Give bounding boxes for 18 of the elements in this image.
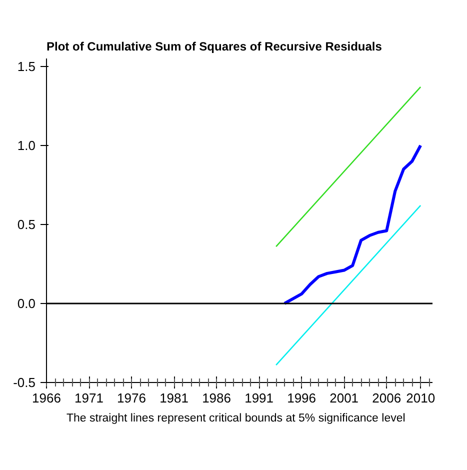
y-tick-label: 0.5: [17, 216, 36, 232]
y-tick-label: 0.0: [17, 296, 36, 311]
x-tick-label: 1986: [202, 390, 232, 406]
x-tick-label: 1966: [32, 390, 61, 406]
chart-title: Plot of Cumulative Sum of Squares of Recursive Residuals: [46, 40, 382, 54]
line-series: [283, 144, 422, 305]
y-tick-label: -0.5: [13, 375, 36, 390]
x-tick-label: 2010: [406, 390, 436, 406]
x-tick-label: 1996: [287, 390, 316, 406]
x-tick-label: 2001: [330, 390, 359, 406]
x-tick-label: 1981: [160, 390, 188, 406]
y-tick-label: 1.5: [17, 58, 36, 74]
x-tick-label: 1971: [74, 390, 104, 406]
x-tick-label: 1991: [244, 390, 274, 406]
text: The straight lines represent critical bounds at 5% significance level: [66, 412, 406, 424]
x-tick-label: 1976: [117, 390, 146, 406]
x-tick-label: 2006: [372, 390, 402, 406]
y-tick-label: 1.0: [17, 138, 36, 153]
